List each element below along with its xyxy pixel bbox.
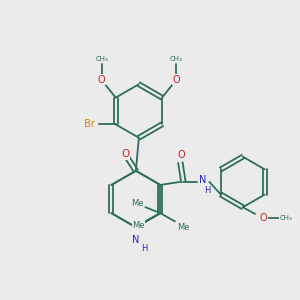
Text: CH₃: CH₃ — [279, 214, 292, 220]
Text: Br: Br — [84, 119, 95, 129]
Text: Me: Me — [132, 221, 145, 230]
Text: O: O — [260, 213, 267, 223]
Text: CH₃: CH₃ — [95, 56, 108, 62]
Text: N: N — [199, 176, 206, 185]
Text: H: H — [204, 186, 210, 195]
Text: O: O — [122, 149, 130, 160]
Text: O: O — [177, 150, 185, 160]
Text: Me: Me — [131, 199, 144, 208]
Text: CH₃: CH₃ — [170, 56, 182, 62]
Text: H: H — [141, 244, 147, 253]
Text: Me: Me — [177, 223, 189, 232]
Text: O: O — [172, 75, 180, 85]
Text: O: O — [98, 75, 105, 85]
Text: N: N — [132, 235, 140, 245]
